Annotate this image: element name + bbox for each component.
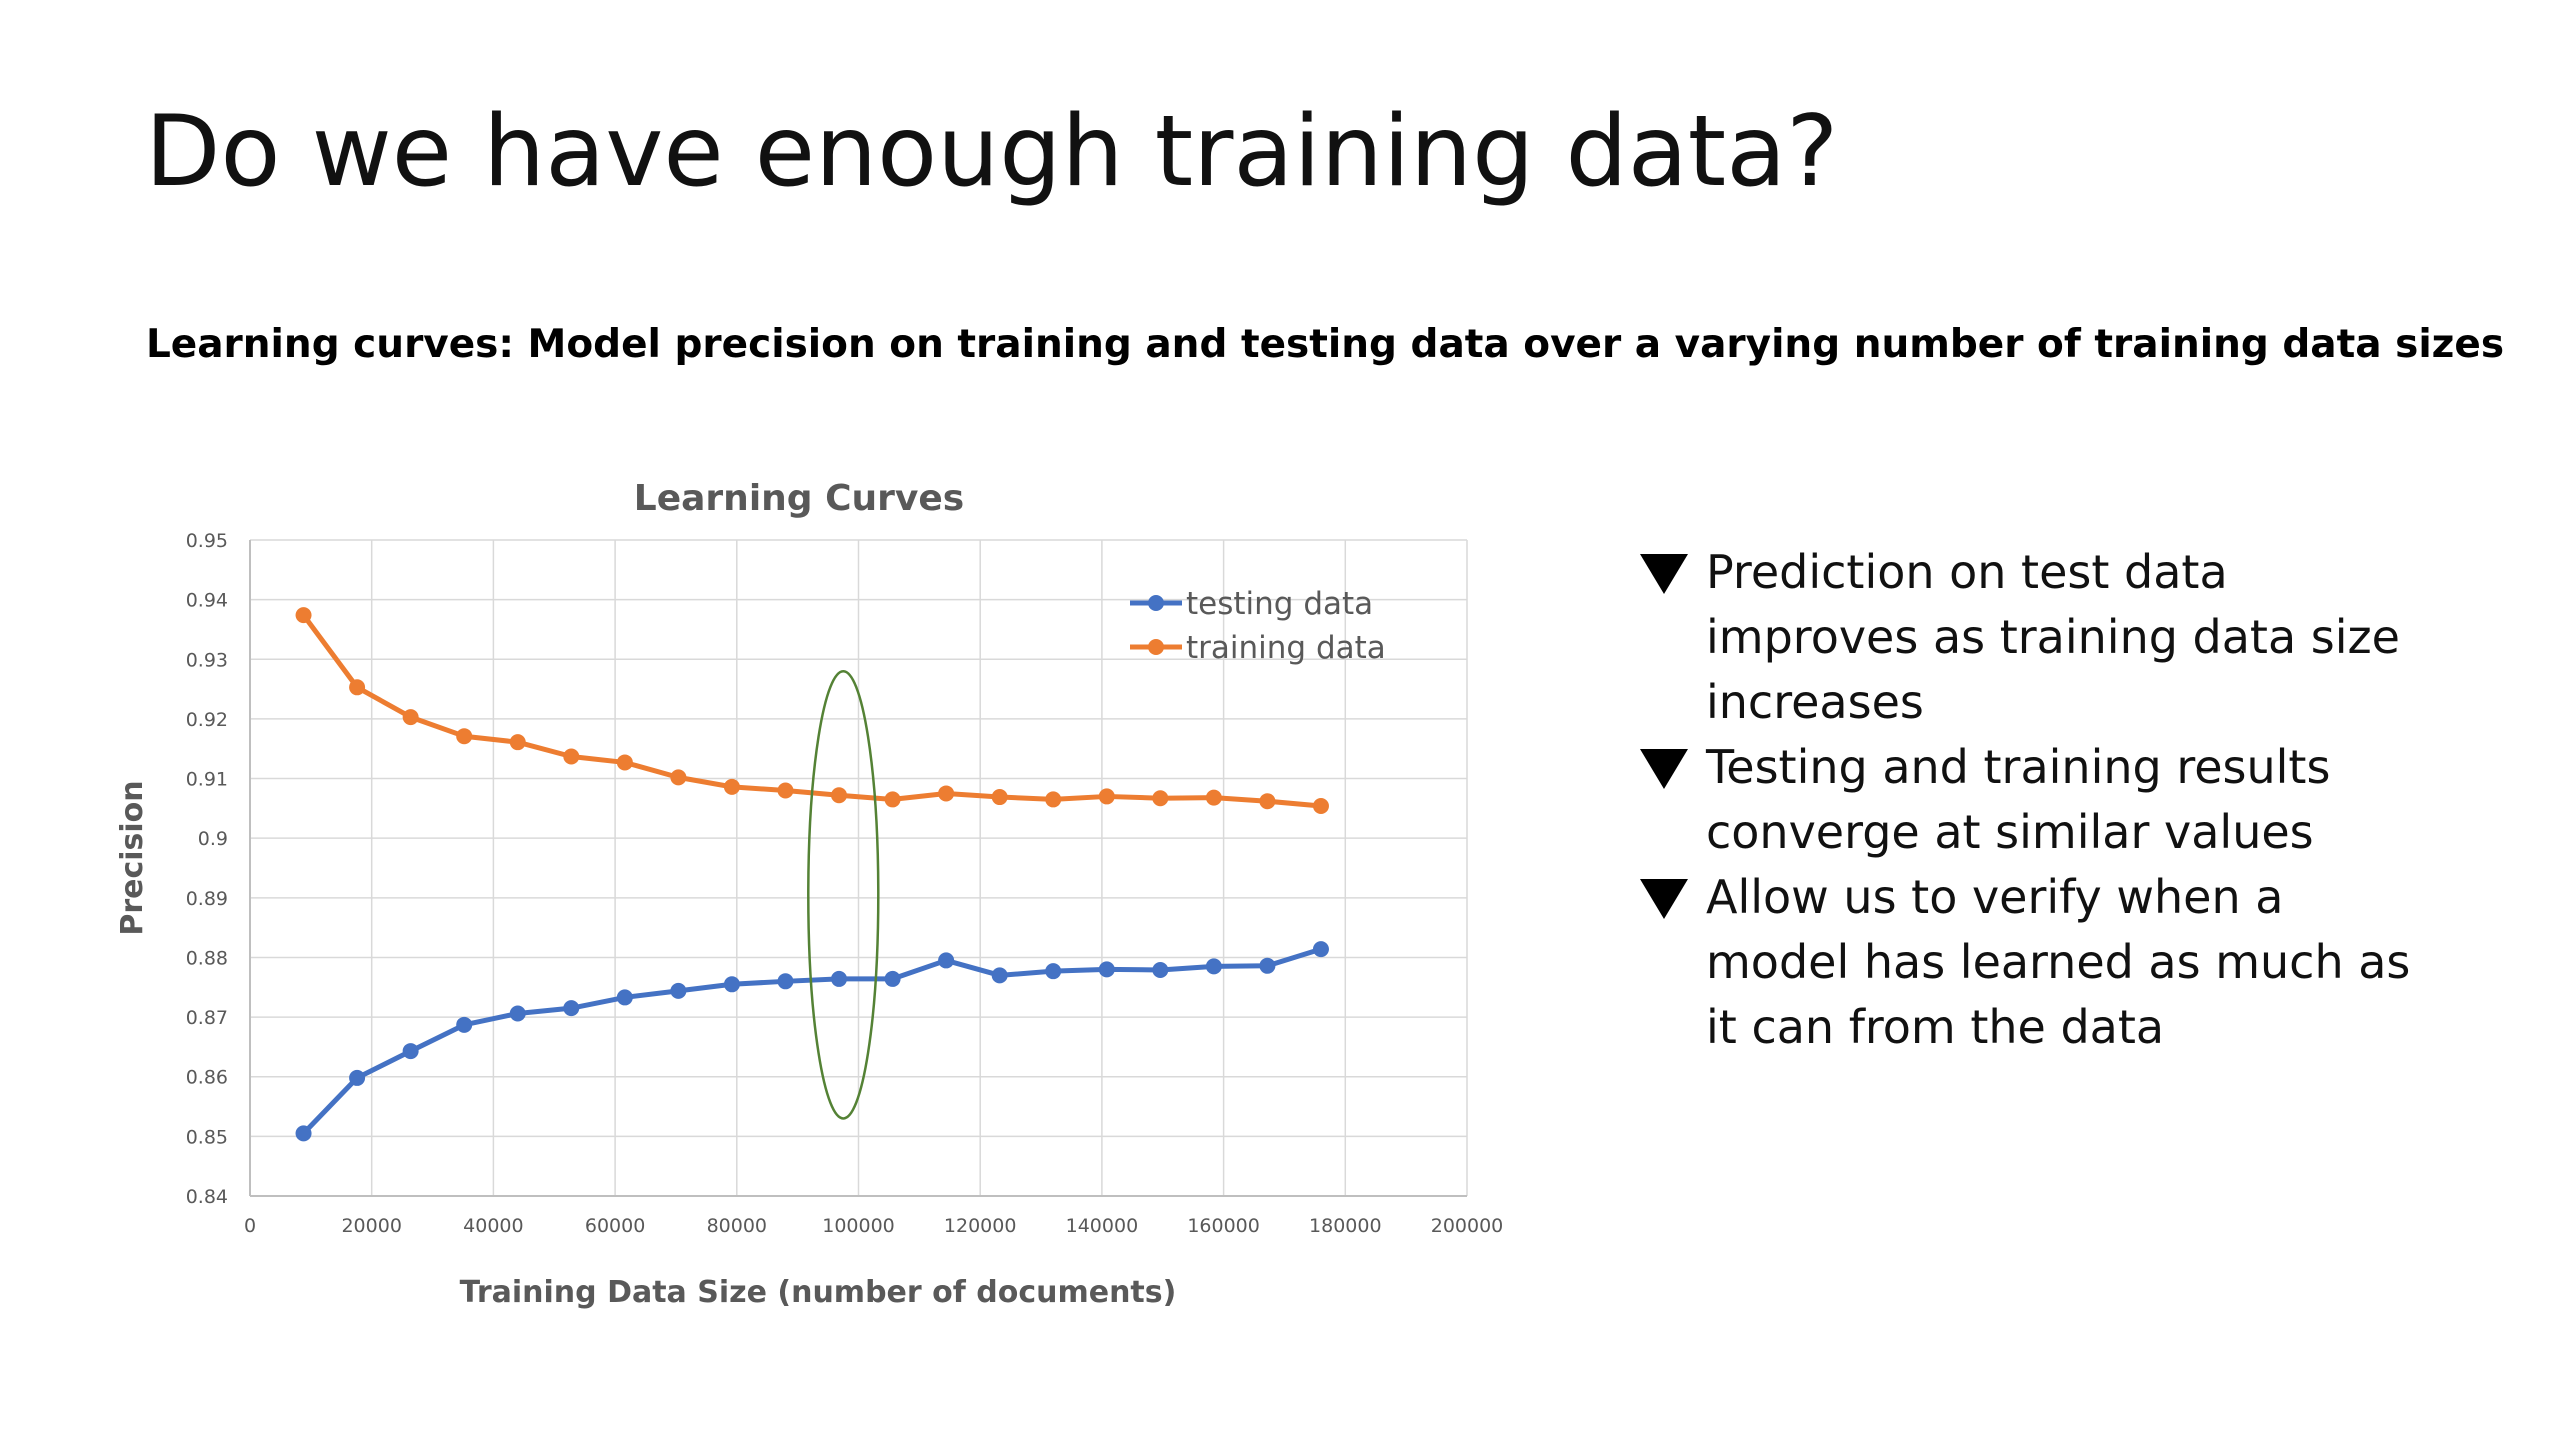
data-point — [563, 1000, 580, 1017]
data-point — [1259, 957, 1276, 974]
down-triangle-bullet-icon — [1640, 879, 1688, 919]
x-tick-label: 120000 — [944, 1215, 1017, 1237]
data-point — [1312, 797, 1329, 814]
down-triangle-bullet-icon — [1640, 749, 1688, 789]
data-point — [1098, 961, 1115, 978]
legend-label: testing data — [1186, 586, 1373, 622]
y-tick-label: 0.86 — [186, 1067, 228, 1089]
series-line-testing-data — [301, 946, 1322, 1136]
data-point — [295, 607, 312, 624]
y-tick-label: 0.85 — [186, 1126, 228, 1148]
legend-swatch-marker — [1148, 639, 1164, 655]
data-point — [991, 789, 1008, 806]
chart-title: Learning Curves — [634, 478, 964, 519]
data-point — [1045, 963, 1062, 980]
bullet-list: Prediction on test data improves as trai… — [1640, 540, 2440, 1060]
bullet-item: Allow us to verify when a model has lear… — [1640, 865, 2440, 1060]
data-point — [938, 785, 955, 802]
data-point — [1045, 791, 1062, 808]
data-point — [777, 782, 794, 799]
learning-curves-chart: Learning Curves 0.84 0.85 0.86 0.87 0.88 0.89… — [115, 478, 1504, 1310]
x-tick-label: 200000 — [1431, 1215, 1504, 1237]
chart-caption: Learning curves: Model precision on trai… — [145, 322, 2505, 367]
data-point — [884, 791, 901, 808]
data-point — [991, 967, 1008, 984]
y-tick-label: 0.93 — [186, 649, 228, 671]
data-point — [349, 1069, 366, 1086]
y-tick-label: 0.91 — [186, 769, 228, 791]
data-point — [402, 1043, 419, 1060]
x-tick-label: 0 — [244, 1215, 256, 1237]
data-point — [509, 734, 526, 751]
slide-title: Do we have enough training data? — [145, 95, 1839, 209]
data-point — [777, 973, 794, 990]
y-tick-label: 0.89 — [186, 888, 228, 910]
x-tick-label: 160000 — [1187, 1215, 1260, 1237]
data-point — [402, 709, 419, 726]
data-point — [1152, 790, 1169, 807]
data-point — [723, 778, 740, 795]
data-point — [509, 1005, 526, 1022]
bullet-text: Testing and training results converge at… — [1706, 740, 2331, 859]
legend-label: training data — [1186, 630, 1386, 666]
x-tick-label: 140000 — [1066, 1215, 1139, 1237]
data-point — [1205, 789, 1222, 806]
bullet-item: Testing and training results converge at… — [1640, 735, 2440, 865]
y-tick-label: 0.88 — [186, 947, 228, 969]
x-tick-label: 20000 — [341, 1215, 401, 1237]
data-point — [884, 970, 901, 987]
data-point — [1152, 961, 1169, 978]
data-point — [723, 976, 740, 993]
x-tick-label: 60000 — [585, 1215, 645, 1237]
legend: testing data training data — [1130, 586, 1386, 666]
data-point — [349, 679, 366, 696]
x-tick-label: 100000 — [822, 1215, 895, 1237]
annotation-layer — [807, 669, 880, 1120]
data-point — [616, 989, 633, 1006]
data-point — [456, 1016, 473, 1033]
bullet-text: Allow us to verify when a model has lear… — [1706, 870, 2411, 1054]
y-tick-label: 0.94 — [186, 590, 228, 612]
data-point — [831, 787, 848, 804]
y-axis-label: Precision — [115, 780, 150, 935]
data-point — [1312, 941, 1329, 958]
x-axis-label: Training Data Size (number of documents) — [460, 1275, 1177, 1310]
data-point — [831, 970, 848, 987]
x-tick-label: 180000 — [1309, 1215, 1382, 1237]
axes: 0.84 0.85 0.86 0.87 0.88 0.89 0.9 0.91 0.92 0.93 0… — [186, 530, 1504, 1237]
data-point — [1205, 958, 1222, 975]
y-tick-label: 0.92 — [186, 709, 228, 731]
data-point — [1098, 788, 1115, 805]
data-point — [563, 748, 580, 765]
series-layer — [295, 607, 1329, 1142]
y-tick-label: 0.95 — [186, 530, 228, 552]
data-point — [456, 728, 473, 745]
legend-swatch-marker — [1148, 595, 1164, 611]
bullet-item: Prediction on test data improves as trai… — [1640, 540, 2440, 735]
y-tick-label: 0.9 — [198, 828, 228, 850]
data-point — [670, 982, 687, 999]
gridlines — [249, 539, 1468, 1197]
x-tick-label: 40000 — [463, 1215, 523, 1237]
data-point — [295, 1125, 312, 1142]
y-tick-label: 0.84 — [186, 1186, 228, 1208]
data-point — [616, 754, 633, 771]
data-point — [670, 769, 687, 786]
convergence-ellipse — [807, 669, 880, 1120]
down-triangle-bullet-icon — [1640, 554, 1688, 594]
x-tick-label: 80000 — [707, 1215, 767, 1237]
y-tick-label: 0.87 — [186, 1007, 228, 1029]
bullet-text: Prediction on test data improves as trai… — [1706, 545, 2400, 729]
data-point — [1259, 793, 1276, 810]
data-point — [938, 952, 955, 969]
